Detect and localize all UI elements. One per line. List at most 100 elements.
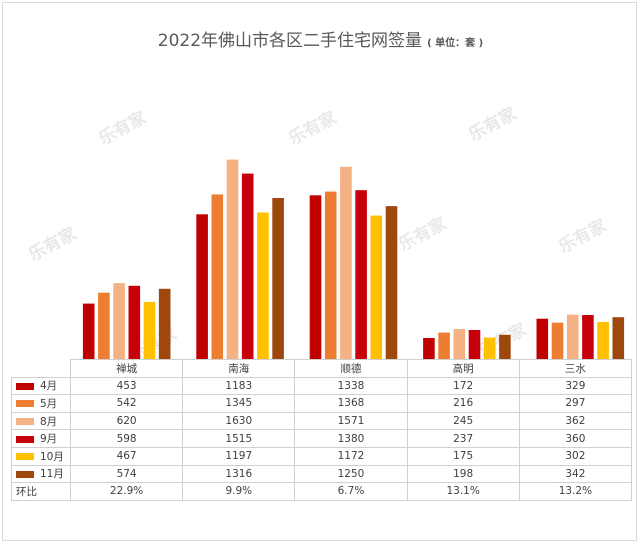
table-row: 4月 453 1183 1338 172 329 bbox=[11, 376, 633, 396]
bar-顺德-5月 bbox=[324, 191, 337, 359]
bar-顺德-9月 bbox=[355, 190, 367, 359]
legend-swatch bbox=[16, 453, 34, 461]
series-label: 10月 bbox=[40, 450, 64, 463]
legend-swatch bbox=[16, 400, 34, 408]
data-label: 172 bbox=[406, 376, 520, 396]
legend-swatch bbox=[16, 470, 34, 478]
table-row: 8月 620 1630 1571 245 362 bbox=[11, 411, 633, 431]
data-label: 620 bbox=[69, 411, 184, 431]
legend-entry: 11月 bbox=[11, 464, 71, 484]
data-label: 360 bbox=[518, 429, 633, 448]
legend-entry: 5月 bbox=[11, 394, 71, 413]
growth-value: 6.7% bbox=[294, 482, 408, 501]
growth-label: 环比 bbox=[11, 482, 71, 501]
legend-entry: 4月 bbox=[11, 376, 71, 396]
bar-禅城-9月 bbox=[128, 285, 141, 359]
bar-顺德-8月 bbox=[340, 166, 352, 359]
data-label: 175 bbox=[406, 446, 520, 466]
bar-高明-5月 bbox=[438, 332, 450, 359]
data-label: 1571 bbox=[294, 411, 408, 431]
data-label: 1172 bbox=[294, 446, 408, 466]
bar-高明-4月 bbox=[423, 338, 435, 359]
bar-禅城-4月 bbox=[82, 303, 95, 359]
data-label: 598 bbox=[69, 429, 184, 448]
chart-frame bbox=[2, 2, 637, 541]
growth-value: 13.2% bbox=[518, 482, 633, 501]
data-label: 1368 bbox=[294, 394, 408, 413]
bar-南海-10月 bbox=[257, 212, 269, 359]
bar-高明-10月 bbox=[483, 337, 496, 359]
table-row: 10月 467 1197 1172 175 302 bbox=[11, 446, 633, 466]
table-row: 环比 22.9% 9.9% 6.7% 13.1% 13.2% bbox=[11, 482, 633, 501]
bar-南海-9月 bbox=[241, 173, 254, 359]
data-table: 禅城 南海 顺德 高明 三水 4月 453 1183 1338 172 329 5月 542 1345 13… bbox=[11, 359, 633, 501]
growth-value: 9.9% bbox=[182, 482, 296, 501]
category-label: 顺德 bbox=[294, 359, 408, 378]
bar-三水-5月 bbox=[551, 322, 564, 359]
bar-顺德-4月 bbox=[309, 195, 322, 359]
bar-高明-11月 bbox=[499, 334, 511, 359]
series-label: 11月 bbox=[40, 468, 64, 481]
bar-三水-8月 bbox=[566, 314, 579, 359]
bar-三水-11月 bbox=[612, 317, 625, 359]
data-label: 453 bbox=[69, 376, 184, 396]
table-row: 5月 542 1345 1368 216 297 bbox=[11, 394, 633, 413]
data-label: 467 bbox=[69, 446, 184, 466]
legend-entry: 10月 bbox=[11, 446, 71, 466]
series-label: 8月 bbox=[40, 415, 58, 428]
data-label: 1630 bbox=[182, 411, 296, 431]
bar-南海-5月 bbox=[211, 194, 224, 359]
legend-swatch bbox=[16, 382, 34, 390]
bar-高明-9月 bbox=[468, 330, 481, 359]
data-label: 237 bbox=[406, 429, 520, 448]
bar-三水-10月 bbox=[597, 322, 609, 359]
series-label: 5月 bbox=[40, 397, 58, 410]
category-label: 高明 bbox=[406, 359, 520, 378]
chart-unit-label: ( 单位：套 ) bbox=[427, 38, 484, 49]
table-corner bbox=[11, 359, 71, 378]
chart-title: 2022年佛山市各区二手住宅网签量 ( 单位：套 ) bbox=[0, 26, 641, 51]
growth-value: 22.9% bbox=[69, 482, 184, 501]
data-label: 1380 bbox=[294, 429, 408, 448]
data-label: 342 bbox=[518, 464, 633, 484]
table-row: 11月 574 1316 1250 198 342 bbox=[11, 464, 633, 484]
bar-三水-4月 bbox=[536, 318, 549, 359]
bar-高明-8月 bbox=[453, 329, 466, 359]
data-label: 245 bbox=[406, 411, 520, 431]
legend-swatch bbox=[16, 418, 34, 426]
bar-禅城-8月 bbox=[113, 283, 125, 359]
chart-title-text: 2022年佛山市各区二手住宅网签量 bbox=[157, 31, 423, 51]
bar-顺德-11月 bbox=[385, 206, 398, 359]
bar-禅城-11月 bbox=[158, 288, 171, 359]
series-label: 4月 bbox=[40, 380, 58, 393]
category-label: 南海 bbox=[182, 359, 296, 378]
legend-entry: 8月 bbox=[11, 411, 71, 431]
data-label: 1345 bbox=[182, 394, 296, 413]
bar-禅城-10月 bbox=[143, 301, 156, 359]
data-label: 574 bbox=[69, 464, 184, 484]
bar-顺德-10月 bbox=[370, 215, 383, 359]
data-label: 1338 bbox=[294, 376, 408, 396]
data-label: 362 bbox=[518, 411, 633, 431]
data-label: 302 bbox=[518, 446, 633, 466]
bar-三水-9月 bbox=[582, 315, 594, 359]
legend-swatch bbox=[16, 435, 34, 443]
data-label: 542 bbox=[69, 394, 184, 413]
bar-南海-8月 bbox=[226, 159, 239, 359]
data-label: 1183 bbox=[182, 376, 296, 396]
category-label: 禅城 bbox=[69, 359, 184, 378]
data-label: 216 bbox=[406, 394, 520, 413]
series-label: 9月 bbox=[40, 433, 58, 446]
table-row: 9月 598 1515 1380 237 360 bbox=[11, 429, 633, 448]
data-label: 1250 bbox=[294, 464, 408, 484]
bar-南海-11月 bbox=[272, 198, 284, 359]
data-label: 1197 bbox=[182, 446, 296, 466]
data-label: 198 bbox=[406, 464, 520, 484]
legend-entry: 9月 bbox=[11, 429, 71, 448]
bar-南海-4月 bbox=[196, 214, 208, 359]
data-label: 1515 bbox=[182, 429, 296, 448]
growth-value: 13.1% bbox=[406, 482, 520, 501]
data-label: 297 bbox=[518, 394, 633, 413]
bar-禅城-5月 bbox=[98, 292, 110, 359]
